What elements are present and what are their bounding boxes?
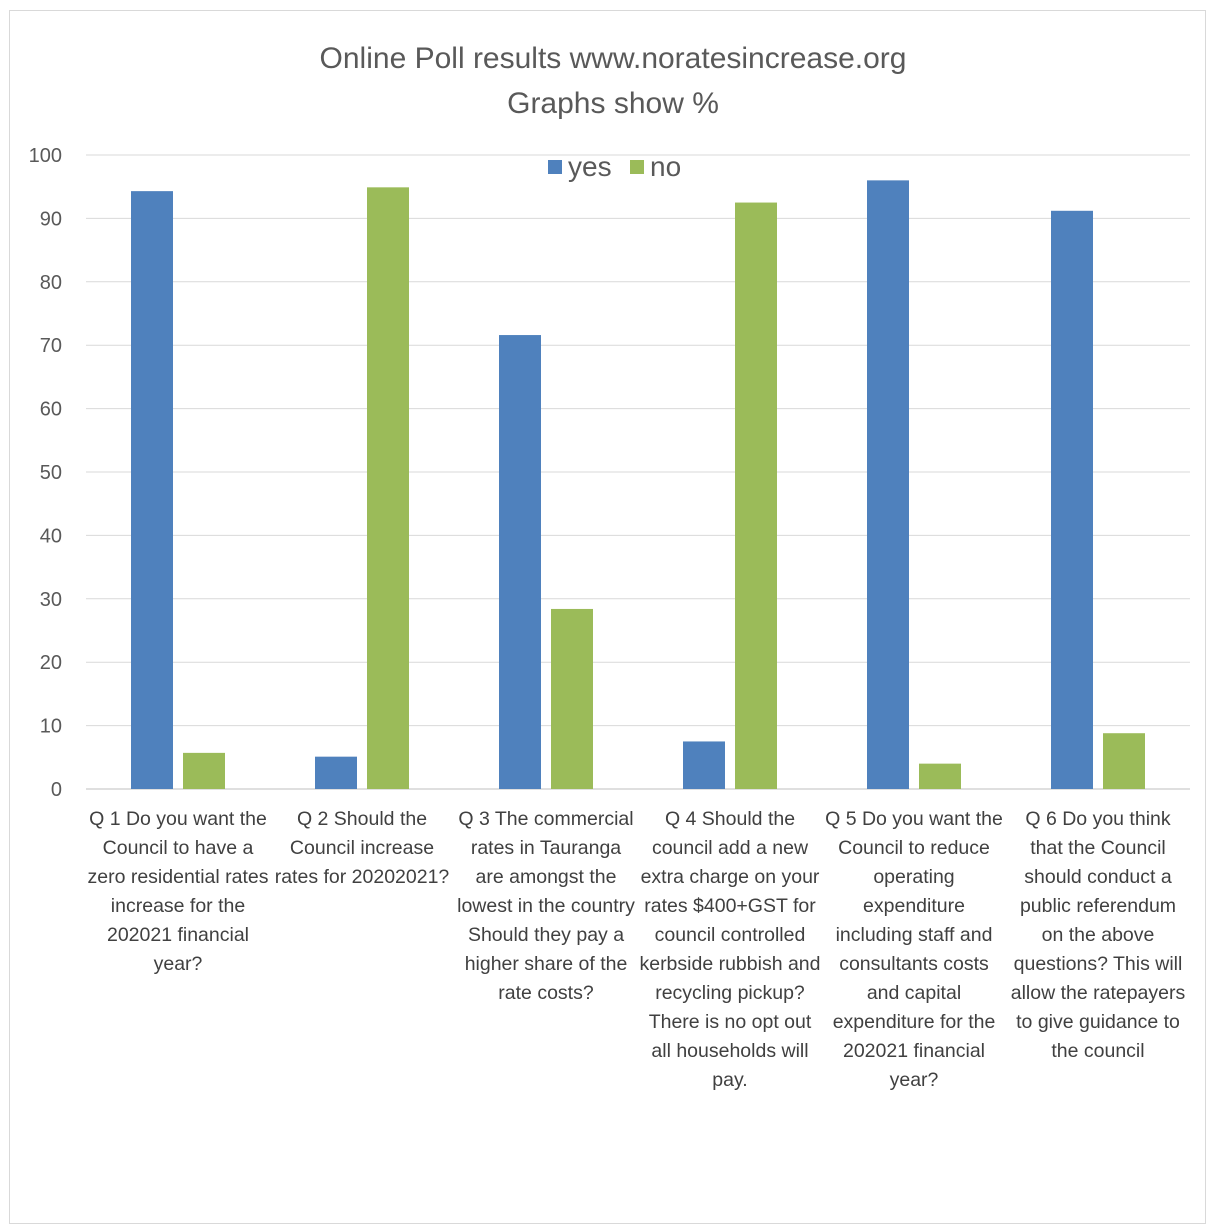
bar-no-q1 — [183, 752, 225, 789]
y-tick-label: 80 — [40, 272, 62, 294]
legend-label-yes: yes — [568, 151, 612, 182]
legend-swatch-yes — [548, 160, 562, 174]
bar-yes-q2 — [315, 756, 357, 789]
legend-swatch-no — [630, 160, 644, 174]
chart-subtitle: Graphs show % — [507, 87, 719, 120]
legend-label-no: no — [650, 151, 681, 182]
y-tick-label: 50 — [40, 462, 62, 484]
bar-no-q3 — [551, 608, 593, 789]
gridlines — [86, 154, 1190, 790]
bar-no-q2 — [367, 187, 409, 790]
y-tick-label: 10 — [40, 716, 62, 738]
y-tick-label: 20 — [40, 652, 62, 674]
y-tick-label: 0 — [51, 779, 62, 801]
y-tick-label: 40 — [40, 525, 62, 547]
chart-title: Online Poll results www.noratesincrease.… — [320, 42, 907, 75]
bars — [131, 180, 1145, 790]
legend: yes no — [548, 151, 681, 182]
y-tick-label: 90 — [40, 208, 62, 230]
y-tick-label: 30 — [40, 589, 62, 611]
bar-yes-q3 — [499, 335, 541, 789]
y-tick-label: 70 — [40, 335, 62, 357]
bar-no-q6 — [1103, 733, 1145, 789]
x-category-label: Q 4 Should the council add a new extra c… — [639, 808, 821, 1091]
x-category-label: Q 3 The commercial rates in Tauranga are… — [457, 808, 635, 1004]
x-category-label: Q 2 Should the Council increase rates fo… — [274, 808, 450, 888]
y-axis-ticks: 0 10 20 30 40 50 60 70 80 90 100 — [29, 145, 62, 801]
bar-yes-q1 — [131, 191, 173, 789]
x-category-label: Q 6 Do you think that the Council should… — [1010, 808, 1186, 1062]
y-tick-label: 60 — [40, 399, 62, 421]
x-category-label: Q 1 Do you want the Council to have a ze… — [87, 808, 269, 975]
chart-frame — [9, 10, 1206, 1224]
bar-no-q5 — [919, 763, 961, 789]
bar-yes-q4 — [683, 741, 725, 789]
bar-yes-q5 — [867, 180, 909, 790]
bar-no-q4 — [735, 202, 777, 790]
bar-yes-q6 — [1051, 210, 1093, 790]
y-tick-label: 100 — [29, 145, 62, 167]
x-category-label: Q 5 Do you want the Council to reduce op… — [825, 808, 1003, 1091]
